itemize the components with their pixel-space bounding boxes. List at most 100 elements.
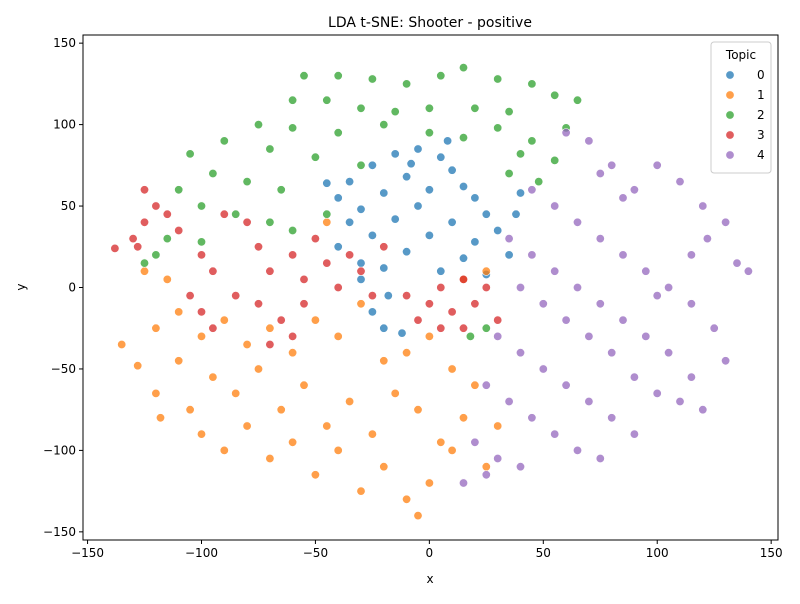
point-topic-1 <box>162 274 172 284</box>
point-topic-4 <box>641 266 651 276</box>
point-topic-0 <box>390 149 400 159</box>
point-topic-4 <box>584 396 594 406</box>
chart-title: LDA t-SNE: Shooter - positive <box>328 15 532 31</box>
point-topic-4 <box>743 266 753 276</box>
point-topic-2 <box>162 234 172 244</box>
legend-marker-0 <box>725 70 735 80</box>
point-topic-0 <box>367 307 377 317</box>
point-topic-4 <box>504 234 514 244</box>
point-topic-0 <box>515 188 525 198</box>
point-topic-3 <box>470 299 480 309</box>
point-topic-3 <box>133 242 143 252</box>
point-topic-2 <box>197 201 207 211</box>
point-topic-2 <box>390 107 400 117</box>
point-topic-4 <box>629 372 639 382</box>
point-topic-2 <box>470 103 480 113</box>
point-topic-0 <box>379 188 389 198</box>
point-topic-3 <box>128 234 138 244</box>
point-topic-1 <box>265 323 275 333</box>
point-topic-2 <box>436 71 446 81</box>
point-topic-2 <box>481 323 491 333</box>
point-topic-4 <box>721 356 731 366</box>
point-topic-0 <box>367 230 377 240</box>
x-tick-label: 50 <box>536 546 551 560</box>
point-topic-1 <box>413 405 423 415</box>
point-topic-1 <box>333 331 343 341</box>
point-topic-1 <box>208 372 218 382</box>
point-topic-0 <box>424 230 434 240</box>
point-topic-4 <box>664 282 674 292</box>
point-topic-1 <box>402 348 412 358</box>
point-topic-3 <box>458 274 468 284</box>
legend-marker-3 <box>725 130 735 140</box>
point-topic-0 <box>406 159 416 169</box>
point-topic-2 <box>424 128 434 138</box>
point-topic-4 <box>595 234 605 244</box>
point-topic-3 <box>481 282 491 292</box>
point-topic-4 <box>607 413 617 423</box>
point-topic-4 <box>572 217 582 227</box>
point-topic-4 <box>550 266 560 276</box>
point-topic-0 <box>413 201 423 211</box>
point-topic-3 <box>254 242 264 252</box>
points-layer <box>110 63 753 521</box>
point-topic-2 <box>140 258 150 268</box>
point-topic-0 <box>493 226 503 236</box>
point-topic-2 <box>299 71 309 81</box>
point-topic-1 <box>219 315 229 325</box>
point-topic-2 <box>231 209 241 219</box>
x-tick-label: −100 <box>185 546 218 560</box>
point-topic-0 <box>447 165 457 175</box>
point-topic-4 <box>572 282 582 292</box>
point-topic-1 <box>447 364 457 374</box>
point-topic-4 <box>550 201 560 211</box>
point-topic-1 <box>481 462 491 472</box>
legend-marker-1 <box>725 90 735 100</box>
point-topic-4 <box>686 372 696 382</box>
y-tick-label: 100 <box>53 118 76 132</box>
point-topic-1 <box>356 486 366 496</box>
point-topic-4 <box>493 331 503 341</box>
point-topic-3 <box>299 299 309 309</box>
point-topic-1 <box>265 453 275 463</box>
point-topic-1 <box>436 437 446 447</box>
point-topic-1 <box>310 315 320 325</box>
point-topic-4 <box>652 291 662 301</box>
x-tick-label: 150 <box>760 546 783 560</box>
point-topic-0 <box>397 328 407 338</box>
point-topic-4 <box>664 348 674 358</box>
point-topic-4 <box>641 331 651 341</box>
point-topic-3 <box>265 266 275 276</box>
point-topic-4 <box>652 388 662 398</box>
point-topic-3 <box>197 250 207 260</box>
point-topic-2 <box>310 152 320 162</box>
point-topic-2 <box>322 209 332 219</box>
point-topic-1 <box>242 421 252 431</box>
point-topic-4 <box>561 128 571 138</box>
point-topic-2 <box>367 74 377 84</box>
y-tick-label: 50 <box>61 199 76 213</box>
point-topic-4 <box>515 462 525 472</box>
point-topic-3 <box>436 323 446 333</box>
point-topic-3 <box>231 291 241 301</box>
point-topic-0 <box>424 185 434 195</box>
point-topic-3 <box>299 274 309 284</box>
point-topic-4 <box>652 160 662 170</box>
point-topic-3 <box>447 307 457 317</box>
y-tick-label: 150 <box>53 36 76 50</box>
point-topic-0 <box>390 214 400 224</box>
point-topic-3 <box>110 243 120 253</box>
point-topic-2 <box>288 123 298 133</box>
point-topic-3 <box>140 217 150 227</box>
point-topic-1 <box>322 421 332 431</box>
point-topic-2 <box>424 103 434 113</box>
point-topic-4 <box>538 364 548 374</box>
point-topic-1 <box>276 405 286 415</box>
point-topic-4 <box>721 217 731 227</box>
point-topic-4 <box>709 323 719 333</box>
point-topic-1 <box>174 356 184 366</box>
point-topic-2 <box>504 169 514 179</box>
point-topic-1 <box>242 339 252 349</box>
point-topic-1 <box>219 445 229 455</box>
